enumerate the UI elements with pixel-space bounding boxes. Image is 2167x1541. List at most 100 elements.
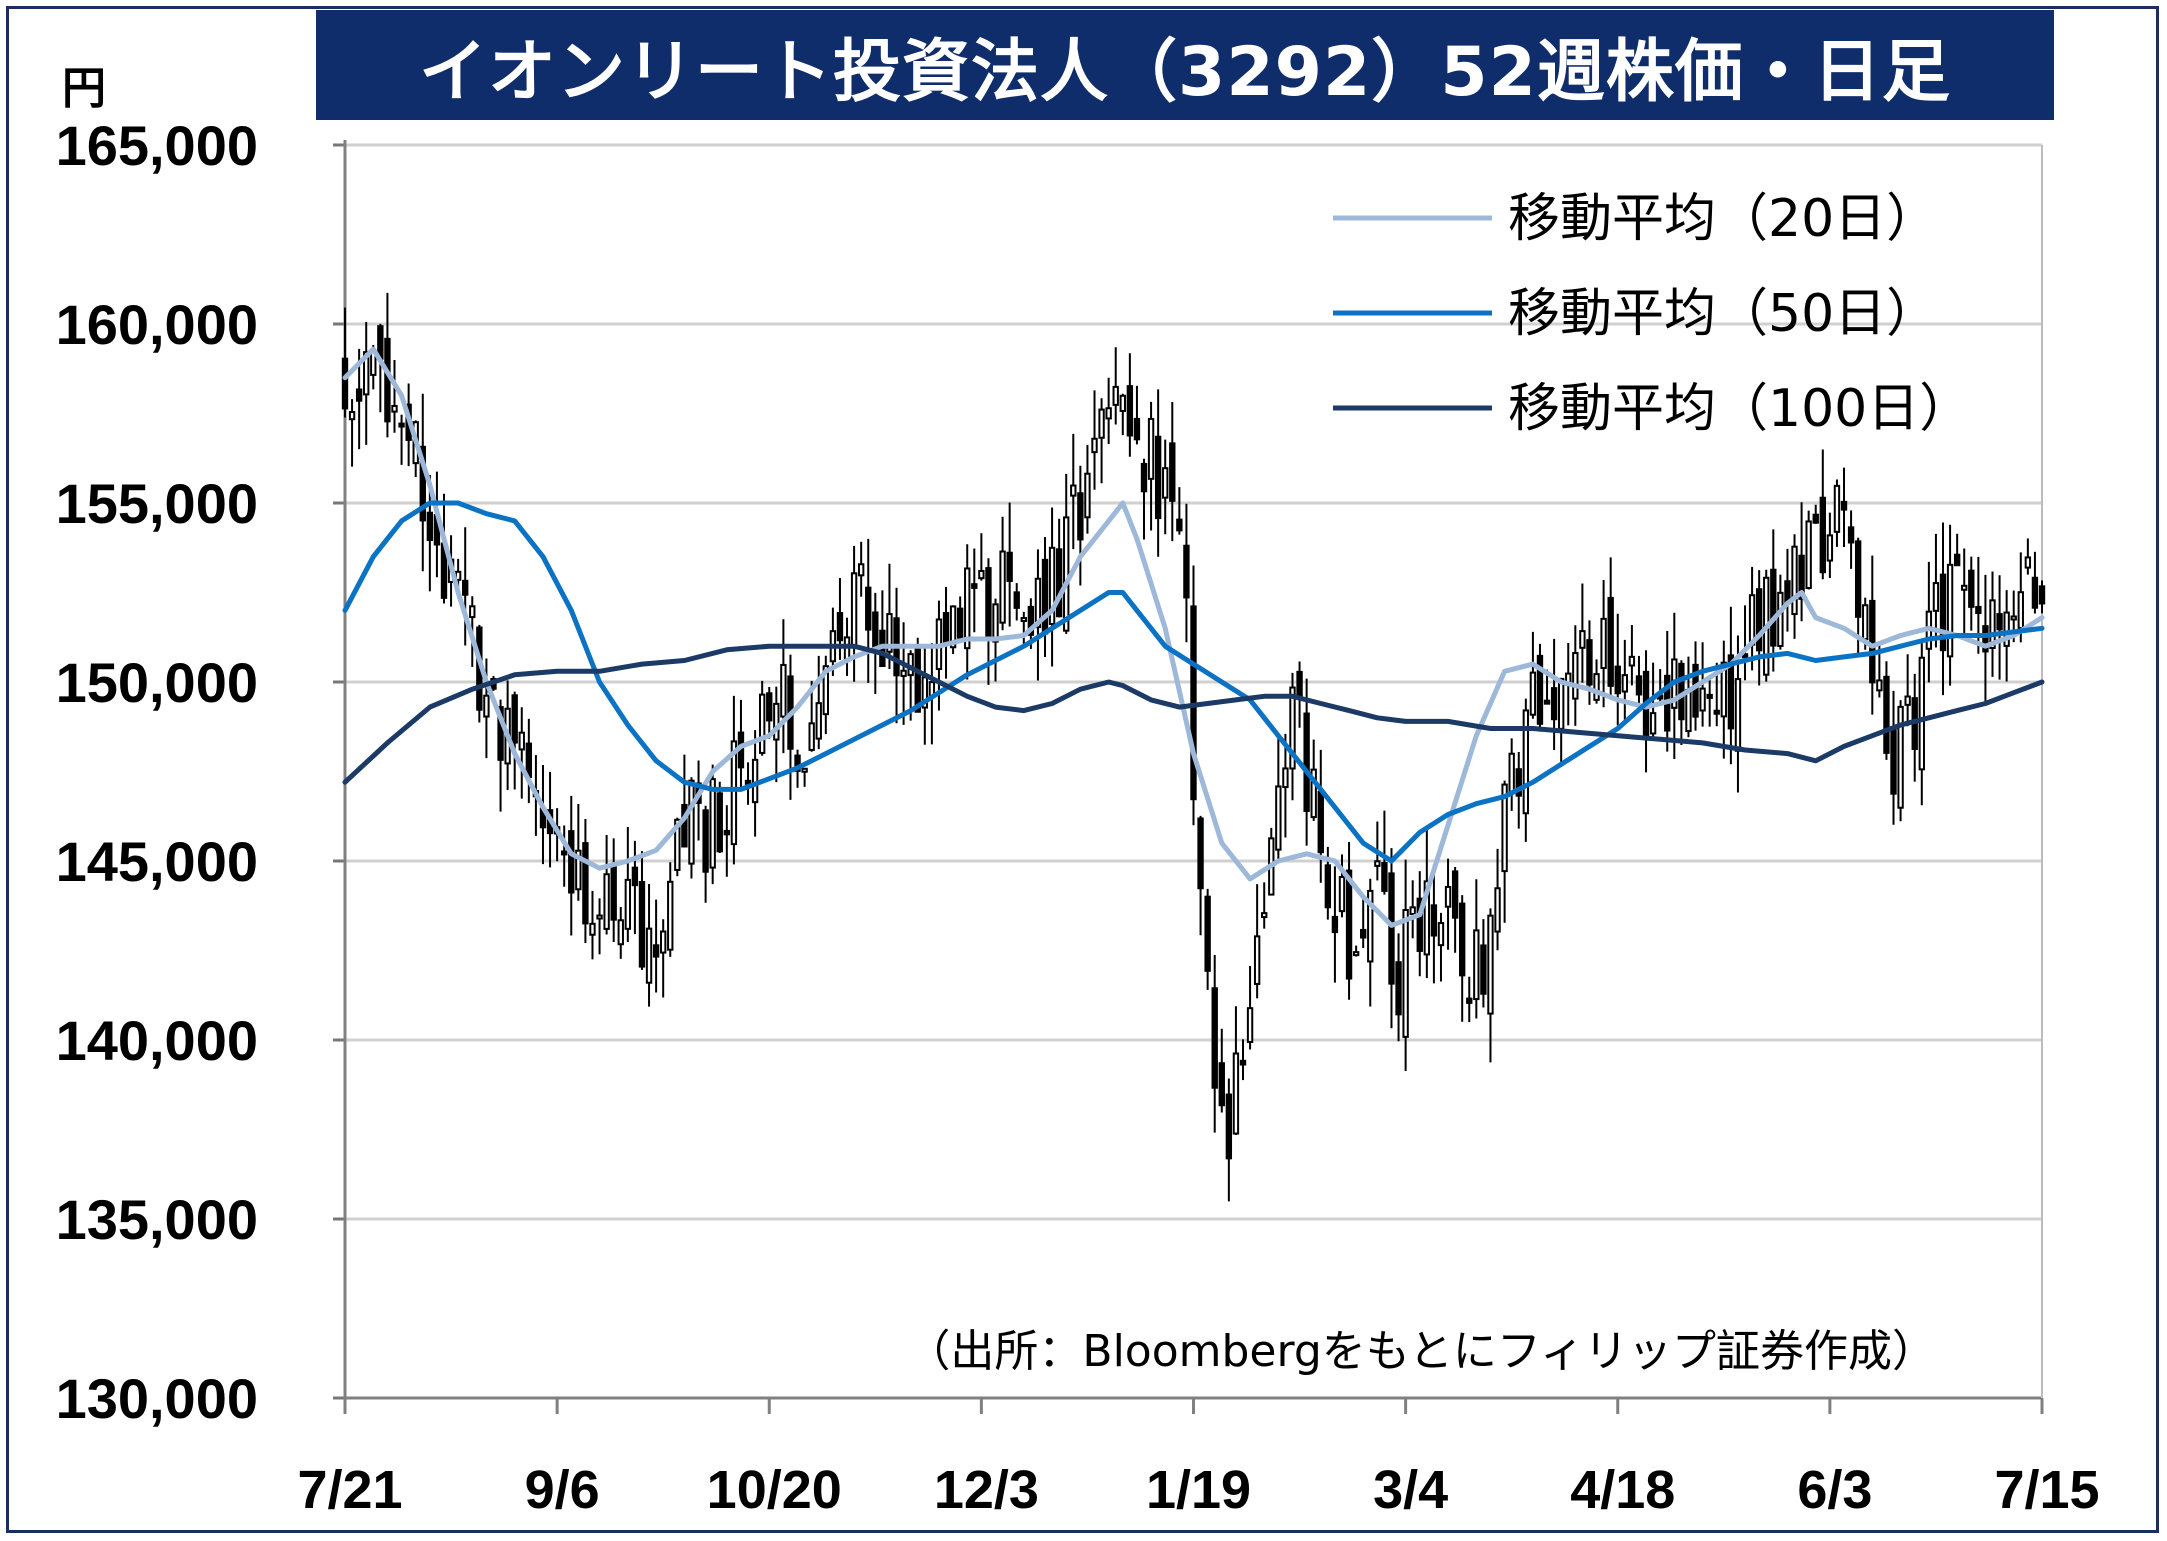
candle-body: [1777, 591, 1784, 647]
candle-body: [999, 550, 1006, 624]
candle-body: [1961, 584, 1968, 591]
candle-body: [1819, 496, 1826, 574]
candle-body: [1593, 673, 1600, 701]
candle-body: [1805, 520, 1812, 589]
candle-body: [780, 663, 787, 718]
candle-body: [1939, 573, 1947, 652]
candle-body: [419, 445, 426, 522]
candle-body: [1275, 785, 1282, 851]
candle-body: [1140, 462, 1148, 493]
candle-body: [900, 669, 907, 677]
candle-body: [660, 930, 667, 954]
x-tick-label: 4/18: [1570, 1460, 1675, 1520]
candle-body: [1112, 385, 1119, 406]
candle-body: [1218, 1062, 1225, 1107]
candle-body: [815, 702, 822, 740]
y-tick-label: 150,000: [56, 651, 258, 714]
candle-body: [1338, 875, 1346, 913]
candle-body: [1727, 654, 1735, 730]
candle-body: [1720, 661, 1727, 718]
y-tick-label: 155,000: [56, 472, 258, 535]
candle-body: [744, 779, 752, 785]
candle-body: [1374, 860, 1381, 867]
x-tick-label: 7/15: [1994, 1460, 2099, 1520]
candle-body: [624, 878, 632, 930]
candle-body: [355, 388, 363, 402]
candle-body: [1352, 951, 1360, 957]
candle-body: [1982, 625, 1989, 653]
candle-body: [1869, 599, 1876, 684]
candle-body: [341, 357, 349, 410]
candle-body: [992, 603, 999, 643]
candle-body: [808, 722, 815, 751]
y-tick-label: 160,000: [56, 293, 258, 356]
candle-body: [794, 754, 801, 772]
candle-body: [652, 944, 660, 958]
candle-body: [1741, 653, 1749, 659]
candle-body: [426, 511, 434, 541]
candle-body: [348, 411, 356, 421]
candle-body: [1876, 679, 1883, 692]
candle-body: [1444, 885, 1452, 908]
candle-body: [398, 422, 405, 428]
candle-body: [1282, 767, 1289, 789]
candle-body: [1183, 544, 1190, 599]
candle-body: [511, 694, 518, 744]
candle-body: [568, 830, 575, 894]
candle-body: [1211, 987, 1218, 1089]
candle-body: [1147, 417, 1155, 480]
ma-line-20: [342, 346, 2045, 928]
candle-body: [1084, 472, 1091, 519]
candle-body: [1239, 1059, 1247, 1066]
candle-body: [1324, 864, 1332, 909]
candle-body: [681, 803, 688, 848]
candle-body: [1572, 652, 1579, 700]
candle-body: [1890, 728, 1897, 795]
candle-body: [1996, 613, 2003, 631]
candle-body: [1755, 588, 1763, 652]
candle-body: [1225, 1093, 1233, 1160]
candle-body: [1628, 655, 1636, 667]
x-tick-label: 9/6: [525, 1460, 600, 1520]
candle-body: [610, 864, 617, 921]
candle-body: [730, 740, 738, 846]
candle-body: [985, 567, 992, 640]
x-tick-label: 7/21: [297, 1460, 402, 1520]
candle-body: [1197, 817, 1204, 890]
candle-body: [645, 927, 653, 984]
chart-title: イオンリート投資法人（3292）52週株価・日足: [316, 10, 2054, 120]
candle-body: [1345, 869, 1353, 980]
candle-body: [1162, 467, 1169, 499]
candle-body: [638, 880, 646, 968]
candle-body: [667, 880, 674, 951]
candle-body: [1133, 417, 1141, 441]
candle-body: [1748, 594, 1756, 646]
source-note: （出所：Bloombergをもとにフィリップ証券作成）: [906, 1326, 1936, 1377]
candle-body: [1013, 591, 1020, 609]
candle-body: [1098, 408, 1105, 439]
candle-body: [1020, 617, 1027, 623]
candle-body: [978, 569, 985, 580]
candle-body: [1041, 558, 1049, 635]
candle-body: [1480, 944, 1487, 995]
candle-body: [391, 404, 398, 413]
candle-body: [589, 922, 596, 936]
candle-body: [1105, 407, 1112, 420]
legend-label-100: 移動平均（100日）: [1508, 379, 1971, 439]
candle-body: [1232, 1052, 1240, 1135]
y-axis-unit: 円: [62, 63, 106, 114]
candle-body: [1261, 912, 1268, 919]
candle-body: [836, 611, 844, 642]
chart-frame: [6, 6, 2159, 1533]
candle-body: [2024, 556, 2032, 569]
candle-body: [1953, 553, 1961, 567]
candle-body: [857, 563, 865, 577]
candle-body: [1310, 768, 1317, 819]
candle-body: [1833, 484, 1841, 533]
candle-body: [1466, 997, 1473, 1004]
candle-body: [462, 579, 469, 596]
candle-body: [1246, 1007, 1254, 1043]
candle-body: [1579, 630, 1586, 649]
candle-body: [1713, 709, 1720, 715]
